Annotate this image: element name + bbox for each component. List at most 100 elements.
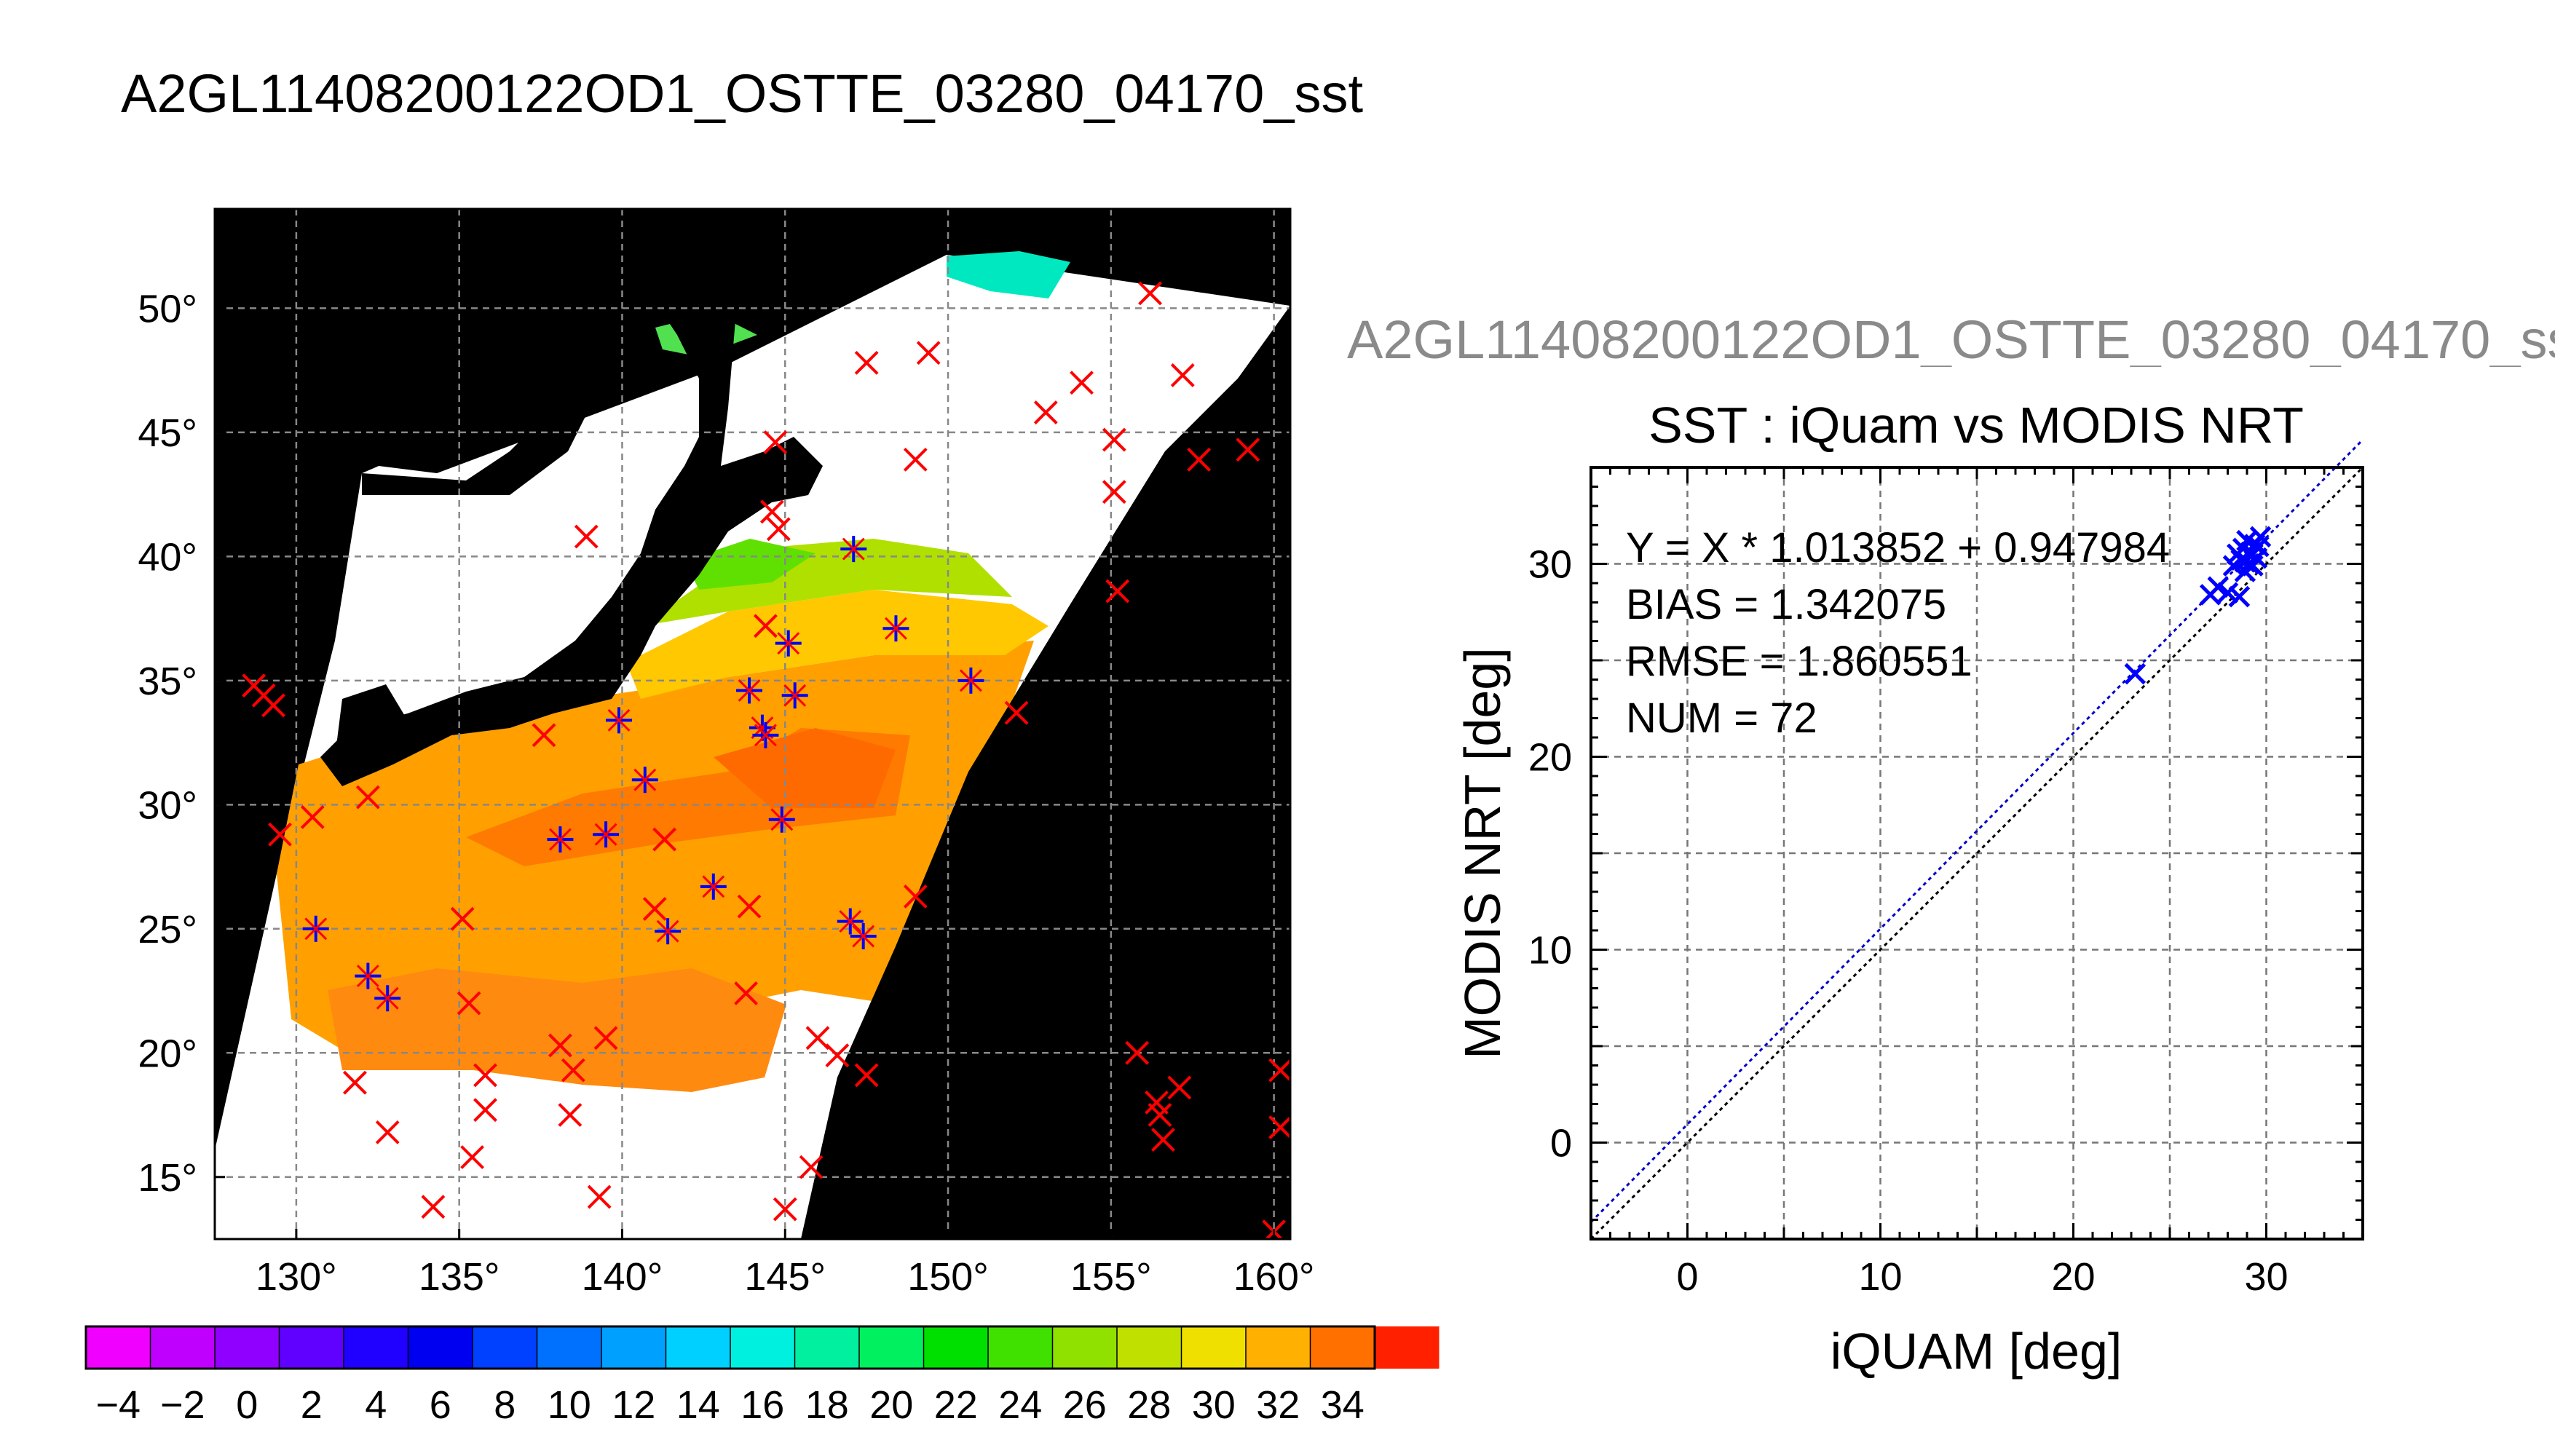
iquam-marker <box>574 524 599 549</box>
scatter-tick <box>1591 467 2363 1239</box>
iquam-marker <box>759 499 784 524</box>
iquam-marker <box>460 1145 484 1169</box>
colorbar-cell <box>1052 1326 1117 1369</box>
iquam-marker <box>734 981 758 1005</box>
scatter-points <box>2124 526 2272 685</box>
match-marker <box>302 915 329 942</box>
iquam-marker <box>375 1120 400 1144</box>
colorbar-cell <box>1181 1326 1246 1369</box>
iquam-marker <box>1151 1128 1175 1152</box>
iquam-marker <box>1138 281 1162 306</box>
colorbar-label: 10 <box>548 1383 591 1427</box>
match-marker <box>752 721 779 748</box>
scatter-tick <box>1591 467 2363 1239</box>
colorbar-label: 22 <box>934 1383 978 1427</box>
map-lat-label: 45° <box>138 411 197 455</box>
scatter-point <box>2228 585 2251 608</box>
scatter-lines <box>1590 438 2364 1241</box>
scatter-tick <box>1591 467 2363 1239</box>
match-marker <box>775 630 802 657</box>
iquam-marker <box>1167 1075 1192 1100</box>
scatter-tick <box>1591 467 2363 1239</box>
match-marker <box>700 873 727 900</box>
colorbar-cell <box>794 1326 859 1369</box>
scatter-title: SST : iQuam vs MODIS NRT <box>1648 397 2304 454</box>
match-marker <box>882 615 909 642</box>
colorbar-label: 2 <box>301 1383 323 1427</box>
iquam-marker <box>300 804 325 829</box>
iquam-marker <box>1105 579 1130 604</box>
scatter-ytick-label: 20 <box>1528 736 1572 780</box>
sst-field-green-2 <box>684 539 816 590</box>
fit-line <box>1590 438 2364 1223</box>
colorbar-cell <box>730 1326 795 1369</box>
iquam-marker <box>825 1043 850 1068</box>
iquam-marker <box>916 341 941 365</box>
match-marker <box>631 767 658 794</box>
scatter-xtick-label: 10 <box>1858 1255 1902 1299</box>
scatter-tick <box>1591 467 2363 1239</box>
scatter-tick <box>1591 467 2363 1239</box>
colorbar-label: 6 <box>430 1383 451 1427</box>
scatter-tick <box>1591 467 2363 1239</box>
scatter-tick <box>1591 467 2363 1239</box>
scatter-xlabel: iQUAM [deg] <box>1831 1323 2122 1380</box>
sst-field-cyan <box>947 251 1070 298</box>
scatter-tick <box>1591 467 2363 1239</box>
scatter-annotation: RMSE = 1.860551 <box>1626 638 1972 685</box>
scatter-tick <box>1591 467 2363 1239</box>
scatter-tick <box>1591 467 2363 1239</box>
iquam-marker <box>1268 1058 1290 1083</box>
scatter-point <box>2234 551 2256 573</box>
scatter-tick <box>1591 467 2363 1239</box>
iquam-marker <box>1187 447 1212 472</box>
match-marker <box>837 908 864 935</box>
land-japan <box>320 209 823 786</box>
match-marker <box>547 826 574 853</box>
map-lon-label: 140° <box>582 1255 663 1299</box>
colorbar-label: 16 <box>741 1383 784 1427</box>
match-marker <box>781 682 808 709</box>
colorbar-cell <box>408 1326 473 1369</box>
scatter-xtick-label: 20 <box>2051 1255 2095 1299</box>
colorbar-frame <box>84 1325 1376 1370</box>
iquam-marker <box>642 897 667 921</box>
match-marker <box>593 821 620 848</box>
colorbar-cell <box>601 1326 666 1369</box>
scatter-annotation: NUM = 72 <box>1626 695 1817 742</box>
map-lon-label: 155° <box>1070 1255 1152 1299</box>
iquam-marker <box>473 1098 497 1123</box>
colorbar-cell <box>988 1326 1053 1369</box>
scatter-tick <box>1591 467 2363 1239</box>
scatter-tick <box>1591 467 2363 1239</box>
sst-field-green <box>641 539 1012 626</box>
scatter-tick <box>1591 467 2363 1239</box>
scatter-tick-labels: 0 10 20 30 0 10 20 30 <box>1528 543 2289 1299</box>
match-marker <box>355 962 382 989</box>
map-lat-label: 35° <box>138 660 197 703</box>
land-continent <box>215 209 633 473</box>
main-title: A2GL11408200122OD1_OSTTE_03280_04170_sst <box>121 63 1364 124</box>
iquam-marker <box>1102 480 1126 505</box>
iquam-marker <box>450 906 475 931</box>
colorbar-label: 32 <box>1256 1383 1300 1427</box>
map-lon-label: 130° <box>256 1255 337 1299</box>
colorbar-label: 18 <box>805 1383 849 1427</box>
match-marker <box>736 677 763 704</box>
map-lat-label: 40° <box>138 535 197 579</box>
match-marker <box>374 985 401 1012</box>
scatter-tick <box>1591 467 2363 1239</box>
scatter-grid <box>1591 467 2363 1239</box>
scatter-tick <box>1591 467 2363 1239</box>
scatter-tick <box>1591 467 2363 1239</box>
iquam-marker <box>854 350 879 375</box>
sst-field-south <box>328 968 786 1092</box>
scatter-ylabel: MODIS NRT [deg] <box>1454 647 1511 1059</box>
iquam-marker <box>652 827 677 852</box>
iquam-marker <box>1102 427 1126 452</box>
colorbar-cell <box>537 1326 601 1369</box>
scatter-tick <box>1591 467 2363 1239</box>
iquam-marker <box>532 723 556 748</box>
